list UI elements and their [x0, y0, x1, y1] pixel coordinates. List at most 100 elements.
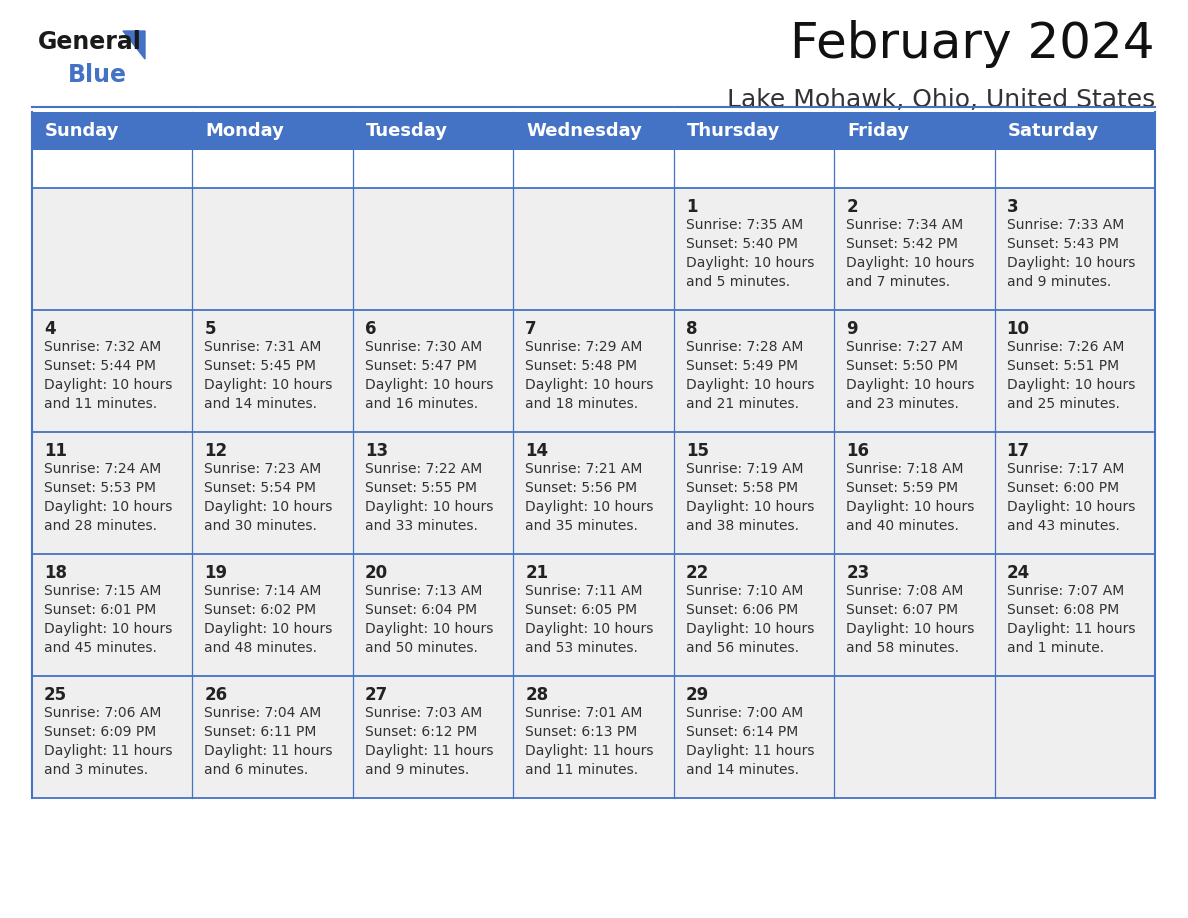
Text: 13: 13	[365, 442, 388, 460]
Polygon shape	[124, 31, 145, 59]
Bar	[994, 432, 1155, 554]
Text: General: General	[38, 30, 141, 54]
Text: 12: 12	[204, 442, 228, 460]
Text: Sunrise: 7:10 AM
Sunset: 6:06 PM
Daylight: 10 hours
and 56 minutes.: Sunrise: 7:10 AM Sunset: 6:06 PM Dayligh…	[685, 584, 814, 655]
Text: Sunday: Sunday	[45, 122, 120, 140]
Text: Sunrise: 7:29 AM
Sunset: 5:48 PM
Daylight: 10 hours
and 18 minutes.: Sunrise: 7:29 AM Sunset: 5:48 PM Dayligh…	[525, 340, 653, 411]
Text: 7: 7	[525, 320, 537, 338]
Text: Sunrise: 7:15 AM
Sunset: 6:01 PM
Daylight: 10 hours
and 45 minutes.: Sunrise: 7:15 AM Sunset: 6:01 PM Dayligh…	[44, 584, 172, 655]
Text: 26: 26	[204, 686, 228, 704]
Bar	[192, 432, 353, 554]
Text: 20: 20	[365, 564, 388, 582]
Bar	[353, 432, 513, 554]
Bar	[994, 554, 1155, 676]
Text: 2: 2	[846, 198, 858, 216]
Text: Sunrise: 7:08 AM
Sunset: 6:07 PM
Daylight: 10 hours
and 58 minutes.: Sunrise: 7:08 AM Sunset: 6:07 PM Dayligh…	[846, 584, 974, 655]
Bar	[834, 188, 994, 310]
Text: Sunrise: 7:33 AM
Sunset: 5:43 PM
Daylight: 10 hours
and 9 minutes.: Sunrise: 7:33 AM Sunset: 5:43 PM Dayligh…	[1006, 218, 1135, 289]
Bar	[834, 310, 994, 432]
Text: Sunrise: 7:18 AM
Sunset: 5:59 PM
Daylight: 10 hours
and 40 minutes.: Sunrise: 7:18 AM Sunset: 5:59 PM Dayligh…	[846, 462, 974, 532]
Bar	[513, 432, 674, 554]
Bar	[32, 188, 192, 310]
Text: Sunrise: 7:17 AM
Sunset: 6:00 PM
Daylight: 10 hours
and 43 minutes.: Sunrise: 7:17 AM Sunset: 6:00 PM Dayligh…	[1006, 462, 1135, 532]
Text: Sunrise: 7:07 AM
Sunset: 6:08 PM
Daylight: 11 hours
and 1 minute.: Sunrise: 7:07 AM Sunset: 6:08 PM Dayligh…	[1006, 584, 1135, 655]
Bar	[32, 676, 192, 798]
Text: Sunrise: 7:14 AM
Sunset: 6:02 PM
Daylight: 10 hours
and 48 minutes.: Sunrise: 7:14 AM Sunset: 6:02 PM Dayligh…	[204, 584, 333, 655]
Bar	[32, 432, 192, 554]
Text: Saturday: Saturday	[1007, 122, 1099, 140]
Text: Lake Mohawk, Ohio, United States: Lake Mohawk, Ohio, United States	[727, 88, 1155, 112]
Text: 6: 6	[365, 320, 377, 338]
Text: Thursday: Thursday	[687, 122, 781, 140]
Bar	[192, 310, 353, 432]
Bar	[32, 554, 192, 676]
Text: Sunrise: 7:32 AM
Sunset: 5:44 PM
Daylight: 10 hours
and 11 minutes.: Sunrise: 7:32 AM Sunset: 5:44 PM Dayligh…	[44, 340, 172, 411]
Text: Sunrise: 7:06 AM
Sunset: 6:09 PM
Daylight: 11 hours
and 3 minutes.: Sunrise: 7:06 AM Sunset: 6:09 PM Dayligh…	[44, 706, 172, 777]
Text: 14: 14	[525, 442, 549, 460]
Text: 11: 11	[44, 442, 67, 460]
Bar	[994, 188, 1155, 310]
Text: 18: 18	[44, 564, 67, 582]
Text: Sunrise: 7:11 AM
Sunset: 6:05 PM
Daylight: 10 hours
and 53 minutes.: Sunrise: 7:11 AM Sunset: 6:05 PM Dayligh…	[525, 584, 653, 655]
Text: 15: 15	[685, 442, 709, 460]
Text: Sunrise: 7:31 AM
Sunset: 5:45 PM
Daylight: 10 hours
and 14 minutes.: Sunrise: 7:31 AM Sunset: 5:45 PM Dayligh…	[204, 340, 333, 411]
Text: 3: 3	[1006, 198, 1018, 216]
Bar	[513, 310, 674, 432]
Text: 21: 21	[525, 564, 549, 582]
Bar	[674, 676, 834, 798]
Text: Sunrise: 7:04 AM
Sunset: 6:11 PM
Daylight: 11 hours
and 6 minutes.: Sunrise: 7:04 AM Sunset: 6:11 PM Dayligh…	[204, 706, 333, 777]
Text: 24: 24	[1006, 564, 1030, 582]
Text: 28: 28	[525, 686, 549, 704]
Bar	[994, 310, 1155, 432]
Text: Tuesday: Tuesday	[366, 122, 448, 140]
Text: 4: 4	[44, 320, 56, 338]
Bar	[192, 676, 353, 798]
Bar	[353, 554, 513, 676]
Bar	[513, 188, 674, 310]
Text: 9: 9	[846, 320, 858, 338]
Text: Blue: Blue	[68, 63, 127, 87]
Text: Sunrise: 7:19 AM
Sunset: 5:58 PM
Daylight: 10 hours
and 38 minutes.: Sunrise: 7:19 AM Sunset: 5:58 PM Dayligh…	[685, 462, 814, 532]
Bar	[32, 310, 192, 432]
Text: Sunrise: 7:27 AM
Sunset: 5:50 PM
Daylight: 10 hours
and 23 minutes.: Sunrise: 7:27 AM Sunset: 5:50 PM Dayligh…	[846, 340, 974, 411]
Text: 10: 10	[1006, 320, 1030, 338]
Bar	[513, 554, 674, 676]
Text: Sunrise: 7:13 AM
Sunset: 6:04 PM
Daylight: 10 hours
and 50 minutes.: Sunrise: 7:13 AM Sunset: 6:04 PM Dayligh…	[365, 584, 493, 655]
Text: Sunrise: 7:23 AM
Sunset: 5:54 PM
Daylight: 10 hours
and 30 minutes.: Sunrise: 7:23 AM Sunset: 5:54 PM Dayligh…	[204, 462, 333, 532]
Bar	[32, 112, 1155, 150]
Bar	[674, 310, 834, 432]
Text: 19: 19	[204, 564, 228, 582]
Bar	[834, 554, 994, 676]
Bar	[674, 188, 834, 310]
Text: 25: 25	[44, 686, 68, 704]
Bar	[834, 432, 994, 554]
Text: 8: 8	[685, 320, 697, 338]
Bar	[192, 188, 353, 310]
Bar	[674, 554, 834, 676]
Text: Sunrise: 7:26 AM
Sunset: 5:51 PM
Daylight: 10 hours
and 25 minutes.: Sunrise: 7:26 AM Sunset: 5:51 PM Dayligh…	[1006, 340, 1135, 411]
Text: Sunrise: 7:00 AM
Sunset: 6:14 PM
Daylight: 11 hours
and 14 minutes.: Sunrise: 7:00 AM Sunset: 6:14 PM Dayligh…	[685, 706, 814, 777]
Text: 27: 27	[365, 686, 388, 704]
Text: February 2024: February 2024	[790, 20, 1155, 68]
Text: Sunrise: 7:34 AM
Sunset: 5:42 PM
Daylight: 10 hours
and 7 minutes.: Sunrise: 7:34 AM Sunset: 5:42 PM Dayligh…	[846, 218, 974, 289]
Text: 22: 22	[685, 564, 709, 582]
Text: Sunrise: 7:03 AM
Sunset: 6:12 PM
Daylight: 11 hours
and 9 minutes.: Sunrise: 7:03 AM Sunset: 6:12 PM Dayligh…	[365, 706, 493, 777]
Text: Sunrise: 7:01 AM
Sunset: 6:13 PM
Daylight: 11 hours
and 11 minutes.: Sunrise: 7:01 AM Sunset: 6:13 PM Dayligh…	[525, 706, 653, 777]
Bar	[834, 676, 994, 798]
Text: 16: 16	[846, 442, 870, 460]
Text: Sunrise: 7:22 AM
Sunset: 5:55 PM
Daylight: 10 hours
and 33 minutes.: Sunrise: 7:22 AM Sunset: 5:55 PM Dayligh…	[365, 462, 493, 532]
Text: Wednesday: Wednesday	[526, 122, 643, 140]
Text: Sunrise: 7:24 AM
Sunset: 5:53 PM
Daylight: 10 hours
and 28 minutes.: Sunrise: 7:24 AM Sunset: 5:53 PM Dayligh…	[44, 462, 172, 532]
Text: Sunrise: 7:21 AM
Sunset: 5:56 PM
Daylight: 10 hours
and 35 minutes.: Sunrise: 7:21 AM Sunset: 5:56 PM Dayligh…	[525, 462, 653, 532]
Text: Friday: Friday	[847, 122, 909, 140]
Bar	[192, 554, 353, 676]
Text: 29: 29	[685, 686, 709, 704]
Text: Sunrise: 7:28 AM
Sunset: 5:49 PM
Daylight: 10 hours
and 21 minutes.: Sunrise: 7:28 AM Sunset: 5:49 PM Dayligh…	[685, 340, 814, 411]
Bar	[994, 676, 1155, 798]
Text: 5: 5	[204, 320, 216, 338]
Text: Sunrise: 7:35 AM
Sunset: 5:40 PM
Daylight: 10 hours
and 5 minutes.: Sunrise: 7:35 AM Sunset: 5:40 PM Dayligh…	[685, 218, 814, 289]
Bar	[353, 310, 513, 432]
Text: 23: 23	[846, 564, 870, 582]
Text: Monday: Monday	[206, 122, 284, 140]
Bar	[353, 676, 513, 798]
